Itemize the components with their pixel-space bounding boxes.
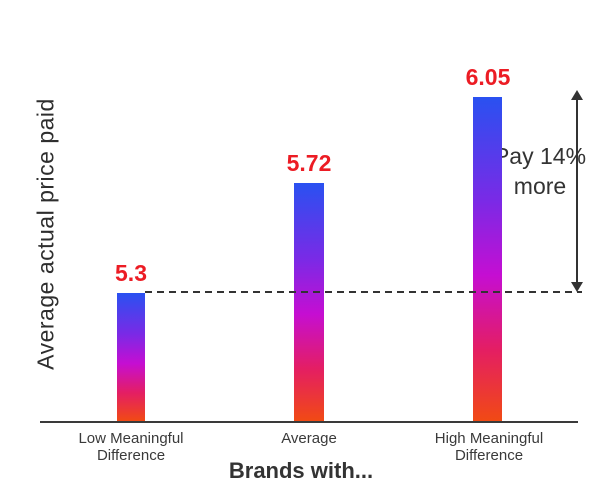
bar-average (294, 183, 324, 421)
x-axis-line (40, 421, 578, 423)
pay-more-annotation: Pay 14% more (493, 143, 587, 199)
x-axis-title: Brands with... (228, 458, 374, 483)
bar-high-meaningful-difference (473, 97, 502, 421)
category-label-high: High Meaningful Difference (434, 430, 544, 464)
value-label-high: 6.05 (465, 64, 511, 90)
value-label-low: 5.3 (115, 260, 147, 286)
increase-arrow-line (576, 97, 578, 285)
category-label-average: Average (281, 430, 337, 447)
arrow-down-icon (571, 282, 583, 292)
bar-low-meaningful-difference (117, 293, 145, 421)
dashed-reference-line (145, 291, 582, 293)
value-label-average: 5.72 (286, 150, 332, 176)
category-label-low: Low Meaningful Difference (78, 430, 184, 464)
y-axis-label: Average actual price paid (32, 98, 59, 370)
arrow-up-icon (571, 90, 583, 100)
